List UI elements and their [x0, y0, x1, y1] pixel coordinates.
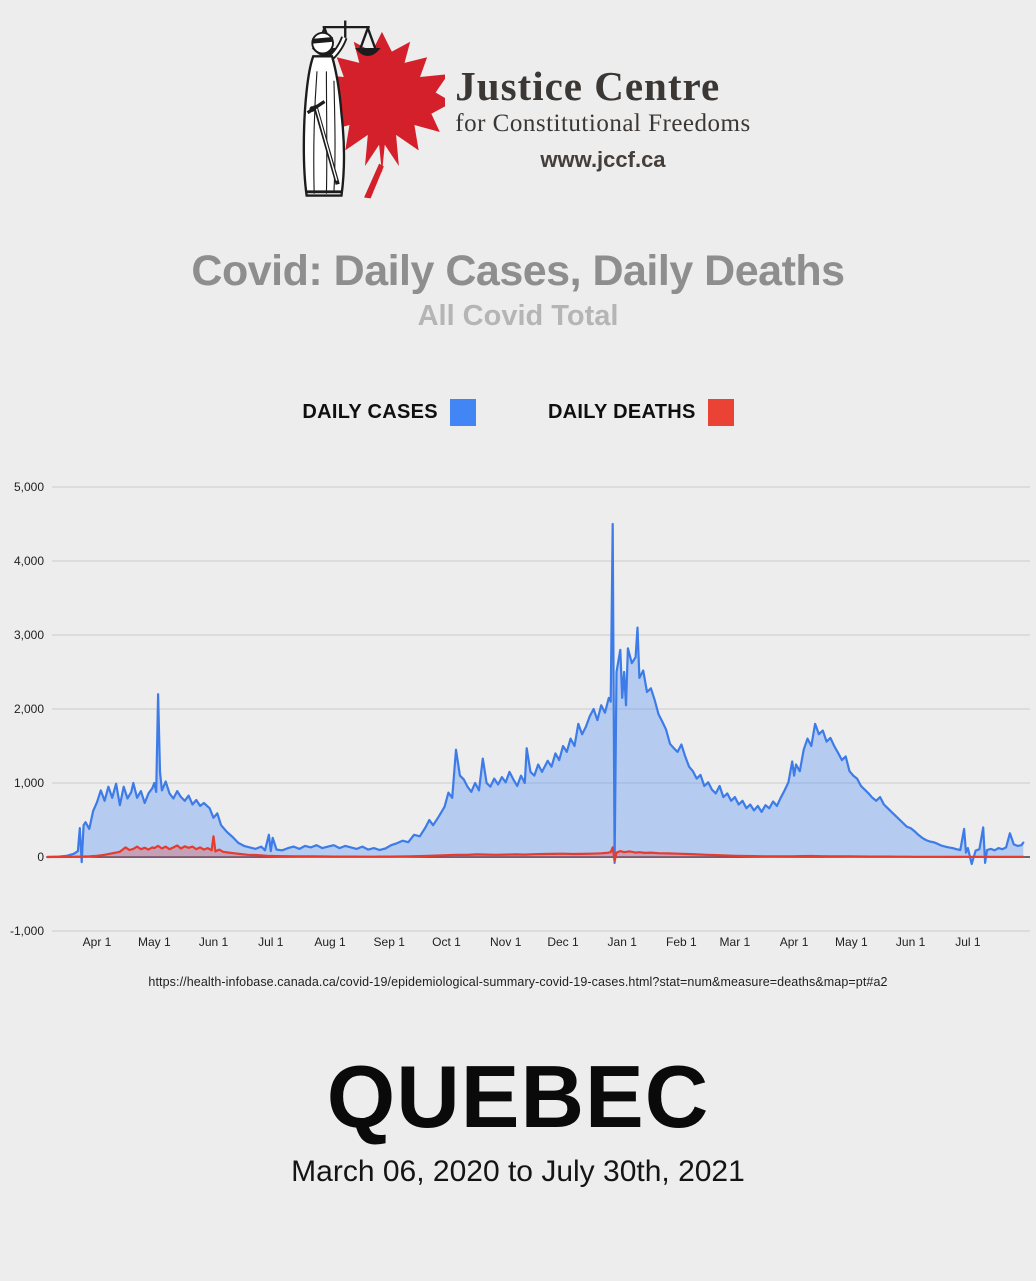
chart-area: 5,000 4,000 3,000 2,000 1,000 0 -1,000 Apr 1 May… — [0, 468, 1036, 973]
covid-time-series-plot: 5,000 4,000 3,000 2,000 1,000 0 -1,000 Apr 1 May… — [10, 480, 1030, 949]
daily-deaths-legend-label: DAILY DEATHS — [547, 401, 696, 424]
x-tick-label: May 1 — [138, 935, 171, 949]
x-tick-label: Jun 1 — [199, 935, 229, 949]
legend-item-daily-cases: DAILY CASES — [302, 399, 476, 427]
region-title: QUEBEC — [326, 1047, 710, 1147]
daily-cases-line — [46, 523, 1025, 866]
y-tick-label: -1,000 — [10, 924, 44, 938]
x-tick-label: Jun 1 — [896, 935, 926, 949]
x-tick-label: Feb 1 — [666, 935, 697, 949]
chart-subtitle: All Covid Total — [417, 300, 619, 333]
chart-legend: DAILY CASES DAILY DEATHS — [0, 399, 1036, 427]
y-tick-label: 3,000 — [14, 628, 44, 642]
sword-icon — [306, 100, 341, 185]
y-tick-label: 0 — [37, 850, 44, 864]
date-range: March 06, 2020 to July 30th, 2021 — [291, 1155, 745, 1189]
x-tick-label: Apr 1 — [83, 935, 112, 949]
x-tick-label: Nov 1 — [490, 935, 522, 949]
x-tick-label: Jan 1 — [608, 935, 638, 949]
jccf-logo-graphic — [302, 20, 446, 199]
maple-leaf-icon — [311, 31, 446, 199]
x-tick-label: Jul 1 — [955, 935, 981, 949]
logo-name: Justice Centre — [455, 63, 721, 109]
x-tick-label: Mar 1 — [720, 935, 751, 949]
source-url: https://health-infobase.canada.ca/covid-… — [148, 975, 888, 990]
x-tick-label: Sep 1 — [374, 935, 406, 949]
legend-item-daily-deaths: DAILY DEATHS — [547, 399, 734, 427]
daily-deaths-line — [46, 835, 1025, 863]
y-tick-label: 1,000 — [14, 776, 44, 790]
logo-tagline: for Constitutional Freedoms — [455, 110, 751, 137]
x-tick-label: Oct 1 — [432, 935, 461, 949]
x-tick-label: Apr 1 — [780, 935, 809, 949]
x-tick-label: Aug 1 — [314, 935, 346, 949]
y-tick-label: 4,000 — [14, 554, 44, 568]
x-tick-label: Jul 1 — [258, 935, 284, 949]
x-tick-label: May 1 — [835, 935, 868, 949]
chart-title: Covid: Daily Cases, Daily Deaths — [191, 247, 845, 295]
daily-cases-legend-label: DAILY CASES — [302, 401, 438, 424]
y-tick-label: 5,000 — [14, 480, 44, 494]
daily-cases-legend-swatch — [449, 399, 476, 427]
jccf-logo: Justice Centre for Constitutional Freedo… — [0, 0, 1036, 204]
logo-text-block: Justice Centre for Constitutional Freedo… — [455, 14, 750, 173]
daily-cases-area — [47, 524, 1024, 865]
logo-website: www.jccf.ca — [540, 146, 666, 172]
lady-justice-icon — [302, 20, 381, 197]
daily-deaths-area — [47, 836, 1024, 862]
y-tick-label: 2,000 — [14, 702, 44, 716]
x-tick-label: Dec 1 — [547, 935, 579, 949]
daily-deaths-legend-swatch — [707, 399, 734, 427]
